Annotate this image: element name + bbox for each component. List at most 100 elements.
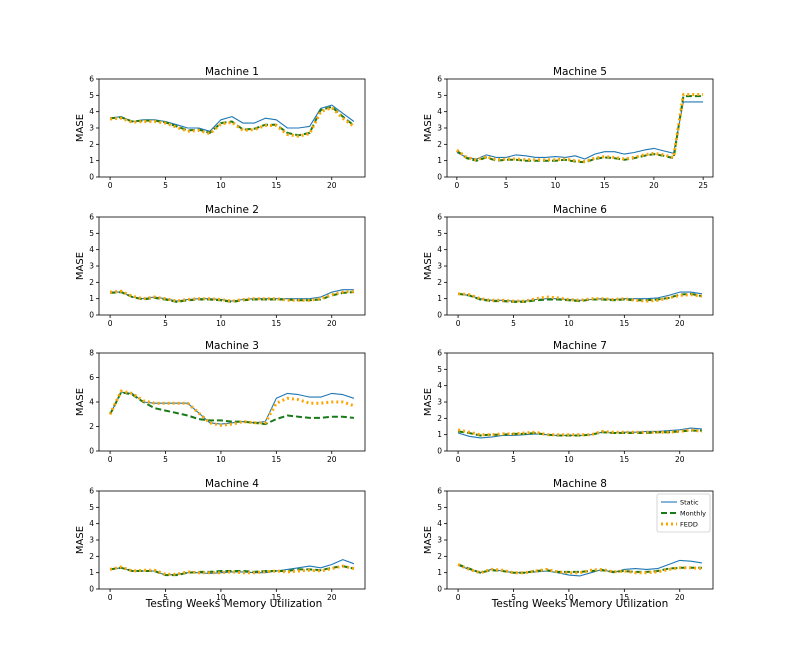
y-tick-label: 2 [89, 278, 94, 287]
x-tick-label: 10 [551, 181, 561, 190]
y-tick-label: 2 [437, 140, 442, 149]
y-tick-label: 6 [437, 213, 442, 222]
y-axis-label: MASE [75, 252, 86, 280]
y-tick-label: 3 [437, 124, 442, 133]
y-tick-label: 0 [437, 311, 442, 320]
y-tick-label: 1 [437, 430, 442, 439]
y-tick-label: 3 [437, 262, 442, 271]
y-tick-label: 0 [89, 173, 94, 182]
series-line-monthly [457, 429, 702, 437]
y-tick-label: 3 [437, 398, 442, 407]
legend-label-static: Static [680, 499, 699, 507]
x-tick-label: 0 [108, 319, 113, 328]
y-tick-label: 6 [437, 349, 442, 358]
legend-label-fedd: FEDD [680, 521, 698, 529]
plot-frame [446, 78, 714, 178]
x-tick-label: 15 [620, 319, 630, 328]
x-tick-label: 5 [511, 319, 516, 328]
series-line-static [110, 559, 355, 576]
series-line-static [110, 289, 354, 302]
x-tick-label: 20 [675, 319, 685, 328]
chart-title: Machine 7 [553, 340, 607, 352]
series-line-fedd [109, 106, 355, 138]
y-tick-label: 6 [437, 75, 442, 84]
x-tick-label: 0 [454, 181, 459, 190]
chart-title: Machine 4 [205, 478, 259, 490]
y-tick-label: 2 [89, 552, 94, 561]
y-tick-label: 5 [89, 91, 94, 100]
y-tick-label: 4 [89, 245, 94, 254]
x-tick-label: 0 [108, 181, 113, 190]
chart-panel: Machine 6 MASE 0 1 2 3 4 5 6 0 5 10 15 20 [423, 204, 714, 328]
y-tick-label: 1 [89, 294, 94, 303]
y-axis-label: MASE [75, 526, 86, 554]
y-tick-label: 1 [437, 568, 442, 577]
y-tick-label: 3 [437, 536, 442, 545]
legend-box [656, 493, 711, 533]
plot-frame [446, 490, 714, 590]
y-axis-label: MASE [75, 114, 86, 142]
series-line-fedd [456, 93, 704, 163]
series-line-static [109, 391, 355, 425]
x-tick-label: 10 [216, 593, 226, 602]
x-tick-label: 5 [511, 455, 516, 464]
x-tick-label: 5 [163, 181, 168, 190]
series-line-fedd [109, 289, 355, 303]
y-tick-label: 0 [89, 447, 94, 456]
chart-title: Machine 5 [553, 66, 607, 78]
y-tick-label: 6 [89, 373, 94, 382]
y-axis-label: MASE [423, 388, 434, 416]
x-tick-label: 5 [163, 319, 168, 328]
y-tick-label: 3 [89, 536, 94, 545]
x-tick-label: 20 [327, 455, 337, 464]
series-line-monthly [109, 391, 355, 426]
x-tick-label: 15 [272, 593, 282, 602]
y-axis-label: MASE [423, 526, 434, 554]
x-tick-label: 10 [564, 455, 574, 464]
y-tick-label: 5 [437, 365, 442, 374]
chart-title: Machine 2 [205, 204, 259, 216]
x-tick-label: 0 [108, 593, 113, 602]
y-tick-label: 4 [437, 519, 442, 528]
x-tick-label: 5 [504, 181, 509, 190]
chart-title: Machine 6 [553, 204, 607, 216]
plot-frame [98, 216, 366, 316]
y-axis-label: MASE [75, 388, 86, 416]
y-tick-label: 0 [89, 585, 94, 594]
x-tick-label: 5 [511, 593, 516, 602]
x-tick-label: 10 [216, 181, 226, 190]
y-tick-label: 6 [89, 487, 94, 496]
chart-panel: Machine 7 MASE 0 1 2 3 4 5 6 0 5 10 15 20 [423, 340, 714, 464]
y-tick-label: 1 [437, 156, 442, 165]
x-tick-label: 10 [216, 455, 226, 464]
chart-panel: Machine 2 MASE 0 1 2 3 4 5 6 0 5 10 15 20 [75, 204, 366, 328]
chart-panel: Machine 3 MASE 0 2 4 6 8 0 5 10 15 20 [75, 340, 366, 464]
x-tick-label: 0 [456, 319, 461, 328]
plot-frame [98, 490, 366, 590]
series-line-fedd [457, 428, 703, 437]
y-tick-label: 5 [89, 229, 94, 238]
y-tick-label: 4 [437, 245, 442, 254]
y-tick-label: 4 [89, 519, 94, 528]
y-tick-label: 0 [437, 173, 442, 182]
y-tick-label: 1 [89, 156, 94, 165]
x-tick-label: 15 [272, 455, 282, 464]
y-tick-label: 5 [89, 503, 94, 512]
x-tick-label: 0 [456, 593, 461, 602]
chart-panel: Machine 4 MASE 0 1 2 3 4 5 6 0 5 10 15 20 [75, 478, 366, 602]
plot-frame [98, 352, 366, 452]
x-tick-label: 20 [327, 593, 337, 602]
chart-title: Machine 8 [553, 478, 607, 490]
x-tick-label: 20 [675, 455, 685, 464]
x-tick-label: 0 [108, 455, 113, 464]
x-tick-label: 15 [620, 455, 630, 464]
x-tick-label: 5 [163, 455, 168, 464]
plot-frame [98, 78, 366, 178]
y-tick-label: 2 [89, 422, 94, 431]
x-tick-label: 15 [272, 181, 282, 190]
y-tick-label: 3 [89, 124, 94, 133]
x-tick-label: 15 [620, 593, 630, 602]
chart-title: Machine 1 [205, 66, 259, 78]
